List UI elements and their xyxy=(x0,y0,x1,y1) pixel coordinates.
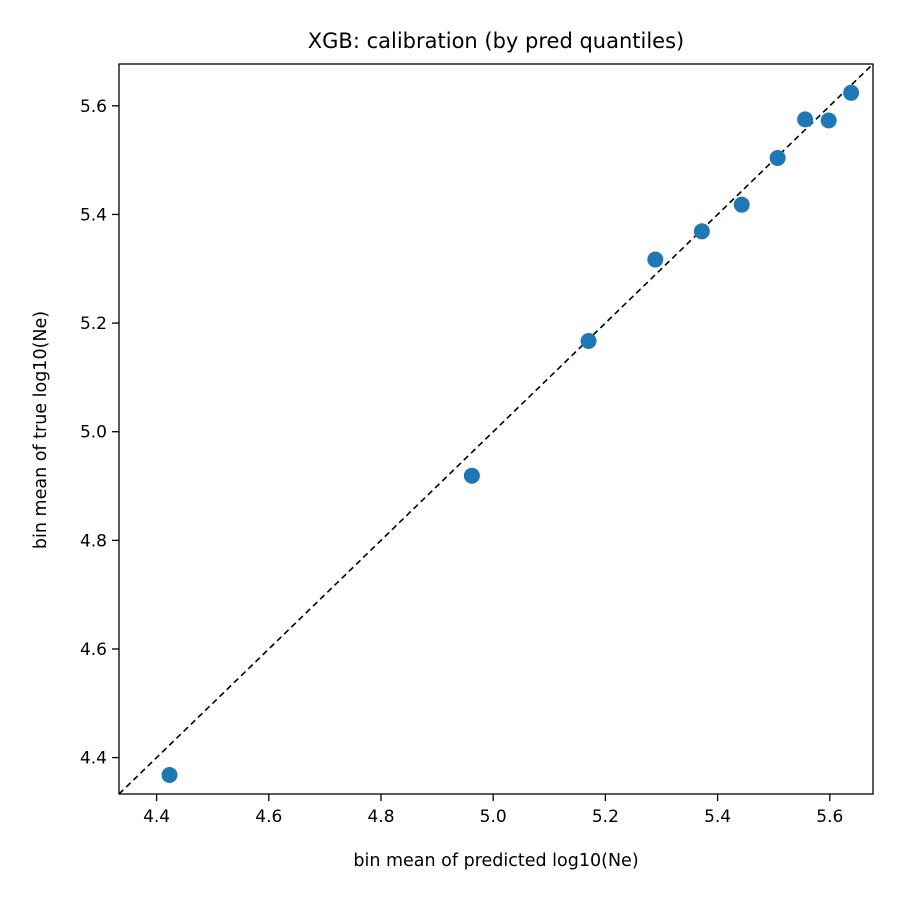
data-point-1 xyxy=(161,766,178,783)
data-point-6 xyxy=(733,196,750,213)
data-point-9 xyxy=(820,112,837,129)
y-tick-label-7: 5.6 xyxy=(80,97,107,117)
y-tick-label-6: 5.4 xyxy=(80,205,107,225)
plot-area xyxy=(118,63,874,795)
chart-title: XGB: calibration (by pred quantiles) xyxy=(308,29,684,53)
x-tick-label-1: 4.4 xyxy=(143,807,170,827)
data-point-10 xyxy=(843,84,860,101)
reference-line xyxy=(118,63,874,795)
x-tick-label-2: 4.6 xyxy=(255,807,282,827)
x-tick-label-3: 4.8 xyxy=(367,807,394,827)
data-point-3 xyxy=(580,333,597,350)
x-tick-label-5: 5.2 xyxy=(592,807,619,827)
y-tick-label-1: 4.4 xyxy=(80,749,107,769)
y-axis: 4.4 4.6 4.8 5.0 5.2 5.4 5.6 xyxy=(80,97,119,769)
data-point-8 xyxy=(797,111,814,128)
y-tick-label-4: 5.0 xyxy=(80,423,107,443)
data-point-7 xyxy=(769,149,786,166)
y-tick-label-5: 5.2 xyxy=(80,314,107,334)
x-axis-label: bin mean of predicted log10(Ne) xyxy=(353,851,638,871)
points-layer xyxy=(161,84,860,783)
x-axis: 4.4 4.6 4.8 5.0 5.2 5.4 5.6 xyxy=(143,794,843,827)
y-tick-label-3: 4.8 xyxy=(80,531,107,551)
y-axis-label: bin mean of true log10(Ne) xyxy=(31,311,51,549)
x-tick-label-7: 5.6 xyxy=(816,807,843,827)
data-point-4 xyxy=(647,251,664,268)
y-tick-label-2: 4.6 xyxy=(80,640,107,660)
x-tick-label-6: 5.4 xyxy=(704,807,731,827)
x-tick-label-4: 5.0 xyxy=(480,807,507,827)
plot-frame xyxy=(118,63,874,795)
data-point-2 xyxy=(463,467,480,484)
data-point-5 xyxy=(693,223,710,240)
